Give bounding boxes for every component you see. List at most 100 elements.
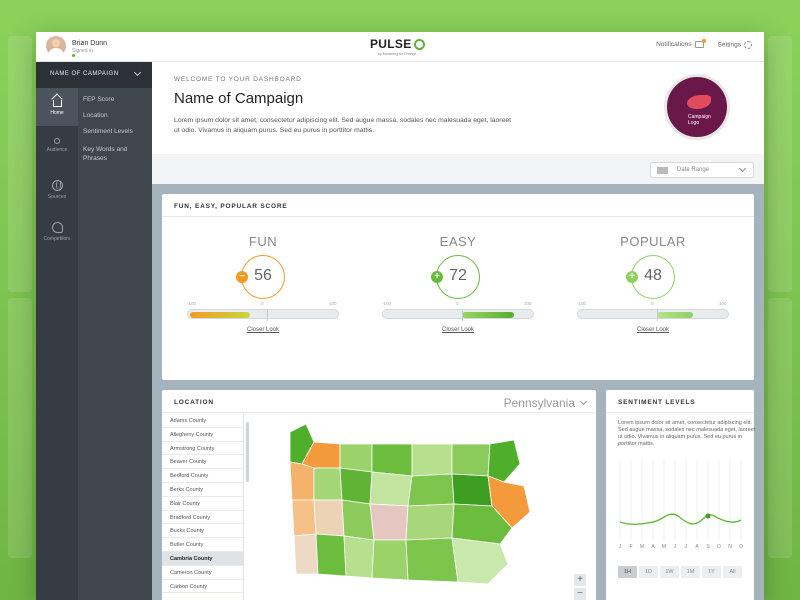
- score-value: 72: [449, 267, 467, 284]
- nav-home[interactable]: Home: [36, 88, 78, 126]
- user-name: Brian Dunn: [72, 39, 108, 47]
- list-item[interactable]: Carbon County: [162, 580, 243, 594]
- map-county[interactable]: [371, 443, 413, 477]
- map-county[interactable]: [451, 503, 513, 545]
- map-county[interactable]: [343, 535, 375, 579]
- zoom-in-button[interactable]: +: [574, 574, 586, 586]
- campaign-selector[interactable]: NAME OF CAMPAIGN: [36, 62, 152, 88]
- map-county[interactable]: [451, 473, 493, 507]
- map-county[interactable]: [487, 439, 521, 483]
- list-item[interactable]: Beaver County: [162, 455, 243, 470]
- notifications-link[interactable]: Notifications: [656, 39, 706, 49]
- list-item-selected[interactable]: Cambria County: [162, 551, 243, 566]
- center-tick: [462, 309, 463, 321]
- map-county[interactable]: [289, 461, 315, 501]
- chevron-down-icon: [738, 164, 747, 173]
- campaign-logo-text: Campaign: [688, 114, 711, 120]
- card-title: FUN, EASY, POPULAR SCORE: [174, 203, 288, 210]
- list-item[interactable]: Bedford County: [162, 469, 243, 483]
- closer-look-link[interactable]: Closer Look: [636, 327, 669, 333]
- score-fun: FUN − 56 -100 0 100 Closer Look: [178, 234, 348, 333]
- map-county[interactable]: [341, 499, 375, 541]
- chevron-down-icon: [133, 68, 142, 77]
- map-county[interactable]: [339, 467, 373, 505]
- county-list[interactable]: Adams County Allegheny County Armstrong …: [162, 414, 244, 600]
- score-track: [382, 309, 534, 321]
- closer-look-link[interactable]: Closer Look: [441, 327, 474, 333]
- settings-link[interactable]: Settings: [718, 41, 752, 49]
- map-county[interactable]: [411, 443, 453, 477]
- map-county[interactable]: [293, 533, 319, 575]
- list-item[interactable]: Armstrong County: [162, 442, 243, 456]
- background-panel: [768, 36, 792, 292]
- list-item[interactable]: Bucks County: [162, 524, 243, 539]
- period-1h-button[interactable]: 1H: [618, 566, 637, 578]
- month-tick: M: [640, 544, 644, 550]
- score-fill: [657, 312, 693, 318]
- score-value: 48: [644, 267, 662, 284]
- date-range-select[interactable]: Date Range: [650, 162, 754, 178]
- map-county[interactable]: [313, 499, 345, 537]
- list-item[interactable]: Allegheny County: [162, 428, 243, 442]
- list-item[interactable]: Blair County: [162, 497, 243, 511]
- sentiment-description: Lorem ipsum dolor sit amet, consectetur …: [618, 420, 756, 447]
- map-county[interactable]: [291, 499, 317, 537]
- center-tick: [267, 309, 268, 321]
- map-county[interactable]: [339, 443, 373, 473]
- map-county[interactable]: [407, 473, 455, 507]
- score-scale: -100 0 100: [183, 301, 343, 321]
- map-county[interactable]: [405, 537, 459, 583]
- period-1y-button[interactable]: 1Y: [702, 566, 721, 578]
- scrollbar[interactable]: [246, 422, 249, 482]
- scale-max: 100: [719, 301, 727, 306]
- center-tick: [657, 309, 658, 321]
- filter-bar: Date Range: [152, 154, 764, 184]
- zoom-out-button[interactable]: −: [574, 588, 586, 600]
- period-all-button[interactable]: All: [723, 566, 742, 578]
- month-tick: J: [685, 544, 688, 550]
- welcome-kicker: WELCOME TO YOUR DASHBOARD: [174, 76, 302, 83]
- score-fill: [462, 312, 514, 318]
- subnav-sentiment-levels[interactable]: Sentiment Levels: [83, 128, 133, 135]
- list-item[interactable]: Bradford County: [162, 511, 243, 525]
- subnav-key-words[interactable]: Key Words and Phrases: [83, 146, 128, 162]
- page-title: Name of Campaign: [174, 90, 304, 107]
- score-easy: EASY + 72 -100 0 100 Closer Look: [373, 234, 543, 333]
- period-1d-button[interactable]: 1D: [639, 566, 658, 578]
- list-item[interactable]: Berks County: [162, 483, 243, 497]
- map-county[interactable]: [369, 503, 409, 541]
- gear-icon: [744, 41, 752, 49]
- map-county[interactable]: [451, 443, 491, 477]
- list-item[interactable]: Adams County: [162, 414, 243, 428]
- map-county[interactable]: [371, 539, 409, 581]
- user-menu[interactable]: Brian Dunn Signed in: [46, 36, 108, 58]
- subnav-fep-score[interactable]: FEP Score: [83, 96, 115, 103]
- subnav-location[interactable]: Location: [83, 112, 108, 119]
- score-track: [577, 309, 729, 321]
- closer-look-link[interactable]: Closer Look: [246, 327, 279, 333]
- map-county[interactable]: [313, 467, 343, 501]
- list-item[interactable]: Cameron County: [162, 566, 243, 580]
- brand-logo[interactable]: PULSE by Marketing for Change: [370, 37, 425, 56]
- scale-max: 100: [524, 301, 532, 306]
- divider: [162, 216, 754, 217]
- nav-sources[interactable]: Sources: [36, 172, 78, 210]
- score-label: POPULAR: [620, 234, 686, 249]
- state-select[interactable]: Pennsylvania: [504, 396, 588, 410]
- period-1m-button[interactable]: 1M: [681, 566, 700, 578]
- bird-icon: [687, 95, 711, 109]
- month-tick: O: [717, 544, 721, 550]
- list-item[interactable]: Butler County: [162, 538, 243, 552]
- map-county[interactable]: [315, 533, 347, 577]
- pennsylvania-county-map[interactable]: [262, 424, 552, 596]
- score-ring: + 48: [626, 255, 675, 299]
- divider: [606, 412, 754, 413]
- scale-mid: 0: [261, 301, 264, 306]
- map-county[interactable]: [451, 537, 509, 585]
- nav-audience[interactable]: Audience: [36, 130, 78, 168]
- sentiment-card: SENTIMENT LEVELS Lorem ipsum dolor sit a…: [606, 390, 755, 600]
- map-county[interactable]: [405, 503, 455, 541]
- map-county[interactable]: [369, 471, 413, 507]
- nav-competitors[interactable]: Competitors: [36, 214, 78, 252]
- period-1w-button[interactable]: 1W: [660, 566, 679, 578]
